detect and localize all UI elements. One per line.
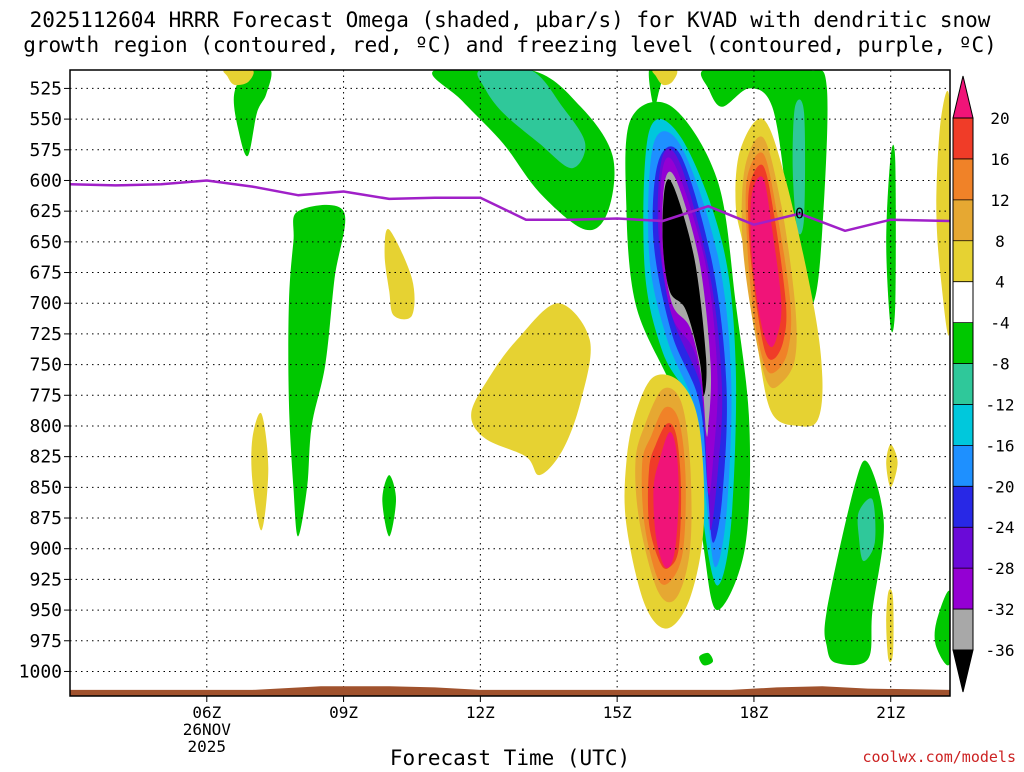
omega-region-25 [471,303,591,476]
omega-region-20 [699,652,714,666]
x-axis-label: Forecast Time (UTC) [390,746,630,768]
colorbar-label-10: 8 [995,232,1005,251]
colorbar-label-5: -16 [986,436,1015,455]
omega-region-16 [662,179,707,396]
colorbar-box-7 [953,363,973,405]
omega-region-19 [934,590,950,666]
plot-frame [69,69,951,697]
credit-text: coolwx.com/models [862,748,1016,766]
colorbar-label-3: -24 [986,518,1015,537]
y-tick-label-850: 850 [29,477,62,498]
colorbar-box-5 [953,281,973,323]
colorbar-box-2 [953,158,973,200]
freezing-level-label: 0 [795,205,804,223]
colorbar-label-11: 12 [990,191,1009,210]
x-tick-label-09Z: 09Z [329,703,358,722]
omega-region-21 [223,70,254,86]
x-tick-label-12Z: 12Z [466,703,495,722]
omega-region-6 [886,144,896,333]
y-tick-label-700: 700 [29,293,62,314]
y-tick-label-675: 675 [29,263,62,284]
x-tick-label-21Z: 21Z [876,703,905,722]
colorbar-box-9 [953,445,973,487]
y-tick-label-975: 975 [29,631,62,652]
colorbar-top-arrow [952,75,974,119]
x-tick-label-06Z: 06Z [192,703,221,722]
omega-region-30 [653,432,679,569]
y-tick-label-575: 575 [29,140,62,161]
omega-region-37 [886,444,898,488]
colorbar-label-7: -8 [990,355,1009,374]
omega-region-38 [886,589,894,663]
omega-shading [223,70,950,666]
terrain [70,686,950,696]
colorbar: -36 -32 -28 -24 -20 -16 -12 -8 -4 4 8 12 16 20 [952,75,1015,693]
colorbar-box-12 [953,568,973,610]
omega-region-0 [233,70,272,157]
colorbar-box-6 [953,322,973,364]
y-tick-label-600: 600 [29,170,62,191]
omega-region-36 [936,91,950,336]
colorbar-box-13 [953,609,973,650]
colorbar-box-8 [953,404,973,446]
y-tick-label-800: 800 [29,416,62,437]
omega-region-18 [857,498,876,562]
freezing-level: 0 [70,179,950,233]
colorbar-bottom-arrow [952,649,974,693]
omega-region-23 [384,229,415,320]
colorbar-label-0: -36 [986,641,1015,660]
x-tick-label-18Z: 18Z [739,703,768,722]
chart-title-line1: 2025112604 HRRR Forecast Omega (shaded, … [30,8,991,32]
omega-region-2 [477,70,586,169]
y-tick-label-775: 775 [29,385,62,406]
colorbar-box-3 [953,199,973,241]
y-tick-label-725: 725 [29,324,62,345]
omega-region-8 [382,475,396,537]
chart-title-line2: growth region (contoured, red, ºC) and f… [23,33,997,57]
y-tick-label-1000: 1000 [19,661,62,682]
y-tick-label-550: 550 [29,109,62,130]
colorbar-label-2: -28 [986,559,1015,578]
y-tick-label-950: 950 [29,600,62,621]
y-tick-label-525: 525 [29,78,62,99]
colorbar-label-12: 16 [990,150,1009,169]
omega-region-22 [652,70,678,86]
omega-region-35 [750,176,782,347]
date-label-year: 2025 [188,737,227,756]
freezing-level-line [70,179,950,233]
colorbar-box-1 [953,118,973,159]
terrain-fill [70,686,950,696]
y-tick-label-875: 875 [29,508,62,529]
omega-region-24 [251,412,269,531]
colorbar-label-8: -4 [990,314,1009,333]
colorbar-label-4: -20 [986,477,1015,496]
y-axis: 525 550 575 600 625 650 675 700 725 750 775 800 825 8… [19,78,70,682]
colorbar-label-1: -32 [986,600,1015,619]
colorbar-label-13: 20 [990,109,1009,128]
colorbar-box-4 [953,240,973,282]
colorbar-box-11 [953,527,973,569]
colorbar-box-10 [953,486,973,528]
omega-region-7 [288,204,346,537]
y-tick-label-650: 650 [29,232,62,253]
y-tick-label-925: 925 [29,569,62,590]
colorbar-label-6: -12 [986,395,1015,414]
y-tick-label-625: 625 [29,201,62,222]
omega-region-5 [792,99,806,235]
colorbar-label-9: 4 [995,273,1005,292]
y-tick-label-825: 825 [29,447,62,468]
y-tick-label-750: 750 [29,355,62,376]
y-tick-label-900: 900 [29,539,62,560]
omega-region-1 [432,70,615,231]
date-label-day: 26NOV [183,720,232,739]
x-tick-label-15Z: 15Z [603,703,632,722]
